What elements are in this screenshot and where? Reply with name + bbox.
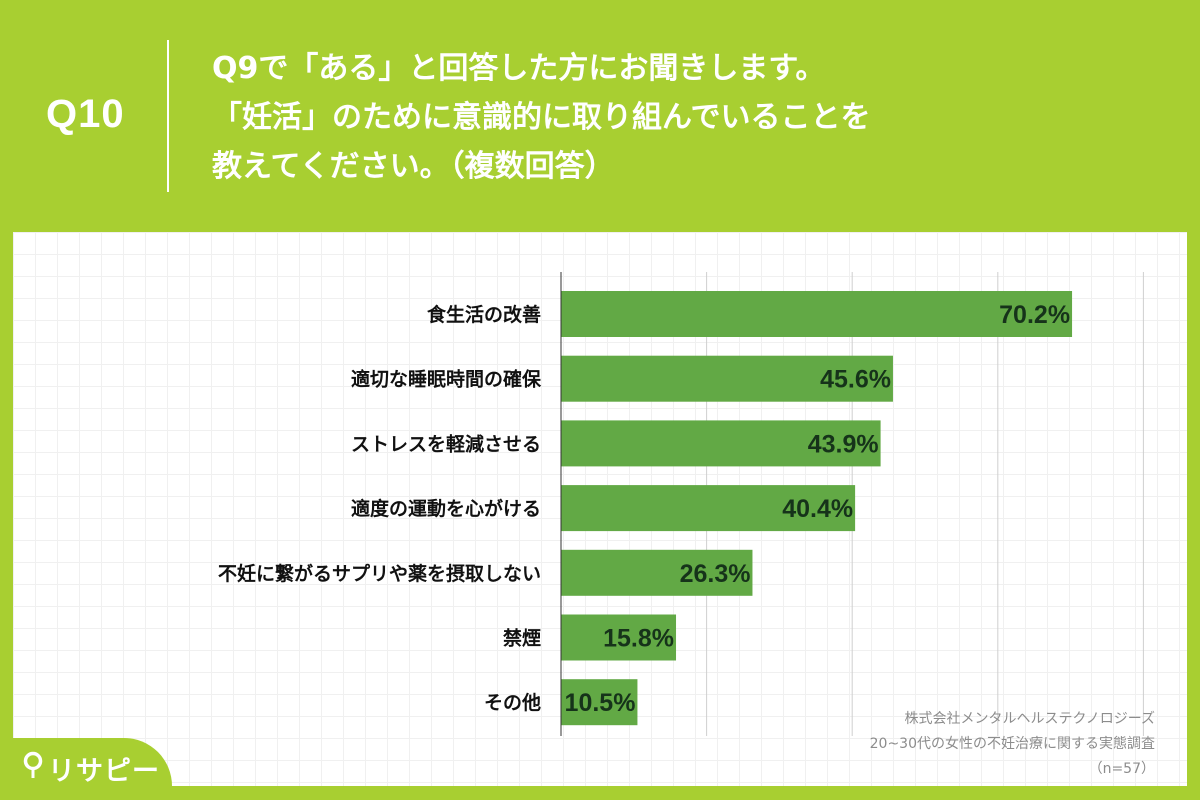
question-line: 教えてください。（複数回答） [212, 149, 615, 184]
question-line: Q9で「ある」と回答した方にお聞きします。 [212, 51, 826, 86]
pin-icon [22, 751, 44, 785]
category-label: 適切な睡眠時間の確保 [351, 368, 542, 391]
category-label: 食生活の改善 [427, 303, 541, 326]
source-sample: （n=57） [1088, 761, 1155, 777]
value-label: 45.6% [820, 366, 891, 394]
category-label: その他 [484, 691, 541, 714]
value-label: 26.3% [680, 560, 751, 588]
bar [561, 420, 881, 467]
value-label: 40.4% [782, 495, 853, 523]
source-survey: 20~30代の女性の不妊治療に関する実態調査 [869, 736, 1155, 752]
category-label: 不妊に繋がるサプリや薬を摂取しない [218, 562, 541, 585]
bar [561, 549, 753, 596]
header: Q10 Q9で「ある」と回答した方にお聞きします。 「妊活」のために意識的に取り… [0, 0, 1200, 232]
source-company: 株式会社メンタルヘルステクノロジーズ [904, 711, 1155, 727]
value-label: 70.2% [999, 301, 1070, 329]
question-text: Q9で「ある」と回答した方にお聞きします。 「妊活」のために意識的に取り組んでい… [212, 44, 1172, 191]
value-label: 15.8% [603, 625, 674, 653]
category-label: 適度の運動を心がける [351, 497, 541, 520]
bar [561, 355, 893, 402]
source-note: 株式会社メンタルヘルステクノロジーズ 20~30代の女性の不妊治療に関する実態調… [870, 707, 1155, 782]
bar [561, 614, 677, 661]
question-line: 「妊活」のために意識的に取り組んでいることを [212, 100, 871, 135]
category-label: ストレスを軽減させる [351, 432, 541, 455]
logo-text: リサピー [48, 755, 160, 787]
value-label: 10.5% [565, 689, 636, 717]
header-divider [167, 40, 169, 192]
question-number: Q10 [46, 92, 125, 136]
bar [561, 291, 1073, 337]
category-label: 禁煙 [503, 627, 541, 650]
value-label: 43.9% [808, 430, 879, 458]
bar [561, 679, 638, 726]
logo: リサピー [22, 750, 160, 787]
bar [561, 485, 856, 532]
